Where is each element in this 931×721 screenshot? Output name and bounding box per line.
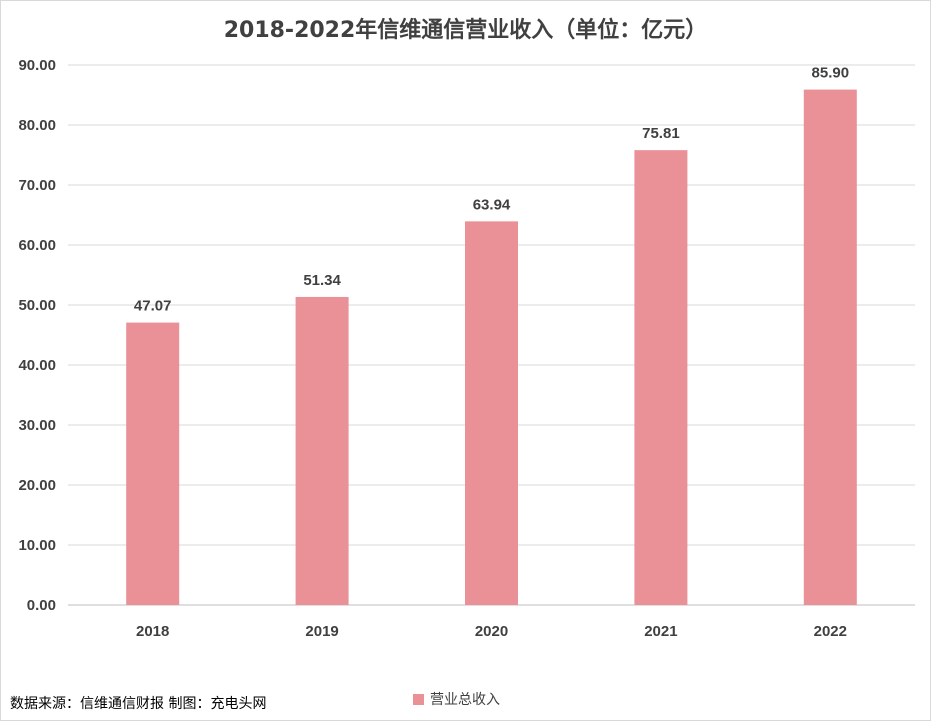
y-tick-label: 0.00 (27, 597, 56, 614)
y-tick-label: 90.00 (18, 57, 56, 74)
bar (465, 221, 518, 606)
bar (126, 322, 180, 605)
y-tick-label: 20.00 (18, 477, 56, 494)
x-tick-label: 2021 (644, 623, 677, 640)
y-tick-label: 30.00 (18, 417, 56, 434)
x-tick-label: 2020 (475, 623, 508, 640)
data-source-note: 数据来源：信维通信财报 制图：充电头网 (10, 696, 267, 712)
y-tick-label: 70.00 (18, 177, 56, 194)
legend-swatch (413, 693, 424, 705)
legend-label: 营业总收入 (430, 692, 500, 708)
data-label: 85.90 (812, 65, 850, 82)
y-tick-label: 10.00 (18, 537, 56, 554)
bar (634, 150, 688, 605)
y-tick-label: 50.00 (18, 297, 56, 314)
data-label: 47.07 (134, 298, 172, 315)
chart-title: 2018-2022年信维通信营业收入（单位：亿元） (223, 18, 708, 43)
y-tick-label: 40.00 (18, 357, 56, 374)
data-label: 51.34 (303, 272, 341, 289)
x-tick-label: 2019 (305, 623, 338, 640)
data-label: 75.81 (642, 125, 680, 142)
y-tick-label: 60.00 (18, 237, 56, 254)
y-tick-label: 80.00 (18, 117, 56, 134)
data-label: 63.94 (473, 196, 511, 213)
bar (295, 296, 349, 605)
x-tick-label: 2018 (136, 623, 169, 640)
bar (803, 89, 857, 606)
legend: 营业总收入 (413, 689, 500, 709)
x-tick-label: 2022 (814, 623, 847, 640)
